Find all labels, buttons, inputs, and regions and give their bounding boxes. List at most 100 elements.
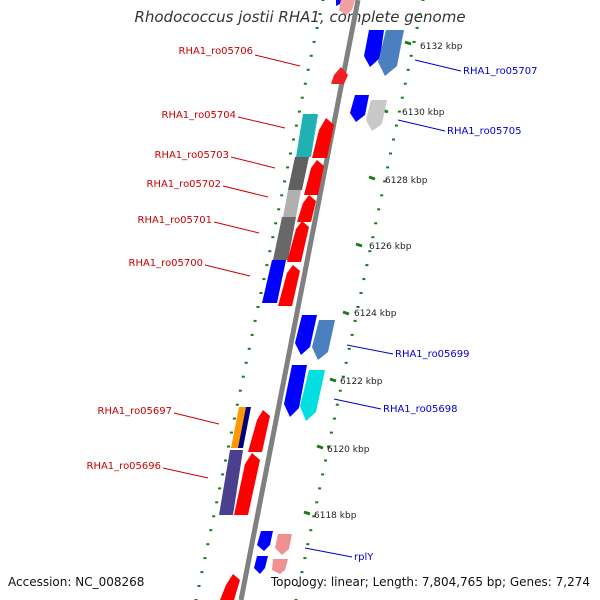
guide-dot: [377, 208, 381, 211]
genome-summary-text: Topology: linear; Length: 7,804,765 bp; …: [270, 575, 590, 589]
guide-dot: [397, 110, 401, 113]
guide-dot: [244, 361, 248, 364]
guide-dot: [235, 403, 239, 406]
genome-axis: [238, 0, 361, 600]
guide-dot: [421, 0, 425, 1]
cds-arrow-blue: [284, 365, 307, 417]
cds-arrow: [312, 118, 334, 158]
cds-arrow: [234, 453, 260, 515]
guide-dot: [292, 138, 295, 141]
tick-mark-6118: [303, 510, 311, 516]
guide-dot: [321, 0, 325, 1]
gene-label-rplY[interactable]: rplY: [354, 552, 374, 563]
guide-dot: [274, 222, 278, 225]
guide-dot: [332, 417, 336, 420]
guide-dot: [315, 501, 319, 504]
guide-dot: [300, 96, 304, 99]
guide-dot: [259, 292, 263, 294]
guide-dot: [238, 389, 242, 392]
gene-label-ro05707[interactable]: RHA1_ro05707: [463, 66, 538, 77]
gene-label-ro05699[interactable]: RHA1_ro05699: [395, 349, 470, 360]
label-leaders: [162, 54, 462, 558]
feature-block-blue: [262, 260, 286, 303]
guide-dot: [283, 180, 287, 183]
gene-label-ro05700[interactable]: RHA1_ro05700: [129, 258, 204, 269]
cds-arrow-pink: [275, 534, 292, 555]
guide-dot: [403, 82, 407, 85]
guide-dot: [203, 557, 207, 560]
guide-dot: [300, 571, 304, 574]
gene-label-ro05698[interactable]: RHA1_ro05698: [383, 404, 458, 415]
guide-dot: [359, 292, 363, 294]
gene-label-ro05702[interactable]: RHA1_ro05702: [147, 179, 222, 190]
guide-dot: [409, 54, 413, 57]
tick-mark-6132: [404, 40, 412, 46]
gene-label-ro05706[interactable]: RHA1_ro05706: [179, 46, 254, 57]
guide-dot: [392, 138, 395, 141]
guide-dot: [197, 585, 201, 587]
gene-label-ro05696[interactable]: RHA1_ro05696: [87, 461, 162, 472]
tick-mark-6126: [355, 242, 363, 248]
guide-dot: [256, 306, 260, 308]
guide-dot: [262, 278, 266, 281]
guide-dot: [312, 515, 316, 518]
guide-dot: [324, 459, 327, 462]
guide-dot: [268, 250, 272, 253]
guide-dot: [321, 473, 325, 476]
guide-dot: [227, 445, 230, 448]
guide-dot: [294, 124, 298, 127]
leader-ro05696: [162, 467, 209, 479]
guide-dot: [215, 501, 219, 504]
cds-arrow: [248, 410, 270, 452]
cds-arrow-blue: [336, 0, 341, 6]
feature-block-slate: [219, 450, 243, 515]
cds-arrow: [220, 574, 240, 600]
right-gene-labels: RHA1_ro05707 RHA1_ro05705 RHA1_ro05699 R…: [354, 66, 538, 563]
feature-block-navy: [238, 407, 251, 448]
cds-arrow-blue: [295, 315, 317, 355]
guide-dot: [297, 585, 301, 587]
cds-arrow: [297, 195, 316, 222]
gene-label-ro05701[interactable]: RHA1_ro05701: [138, 215, 213, 226]
guide-dot: [344, 361, 348, 364]
guide-dot: [380, 194, 384, 197]
feature-block-orange: [231, 407, 246, 448]
guide-dot: [353, 319, 357, 322]
cds-arrow: [331, 67, 348, 84]
guide-dot: [306, 543, 310, 546]
feature-block-darkgray: [273, 217, 296, 260]
guide-dot: [206, 543, 210, 546]
tick-label: 6124 kbp: [354, 309, 397, 319]
guide-dot: [318, 487, 322, 490]
gene-label-ro05703[interactable]: RHA1_ro05703: [155, 150, 230, 161]
cds-arrow-lightgray: [366, 100, 387, 131]
guide-dot: [412, 40, 416, 43]
guide-dot: [418, 13, 422, 15]
guide-dot: [365, 264, 369, 267]
gene-label-ro05705[interactable]: RHA1_ro05705: [447, 126, 522, 137]
guide-dot: [224, 459, 227, 462]
cds-arrow-blue: [257, 531, 273, 551]
leader-ro05702: [222, 185, 269, 198]
guide-dot: [232, 417, 236, 420]
feature-block-darkgray: [288, 157, 309, 190]
guide-dot: [383, 180, 387, 183]
guide-dot: [362, 278, 366, 281]
guide-dot: [386, 166, 390, 169]
guide-dot: [271, 236, 275, 239]
guide-dot: [289, 152, 292, 155]
leader-ro05697: [173, 412, 220, 425]
cds-arrow-blue: [364, 30, 384, 67]
guide-dot: [297, 110, 301, 113]
guide-dot: [394, 124, 398, 127]
guide-dot: [265, 264, 269, 267]
gene-label-ro05697[interactable]: RHA1_ro05697: [98, 406, 173, 417]
leader-ro05705: [397, 119, 446, 132]
tick-label: 6128 kbp: [385, 176, 428, 186]
guide-dot: [371, 236, 375, 239]
left-gene-labels: RHA1_ro05706 RHA1_ro05704 RHA1_ro05703 R…: [87, 46, 254, 472]
guide-dot: [309, 529, 313, 532]
cds-arrows-reverse: [254, 0, 404, 574]
gene-label-ro05704[interactable]: RHA1_ro05704: [162, 110, 237, 121]
guide-dot: [303, 82, 307, 85]
